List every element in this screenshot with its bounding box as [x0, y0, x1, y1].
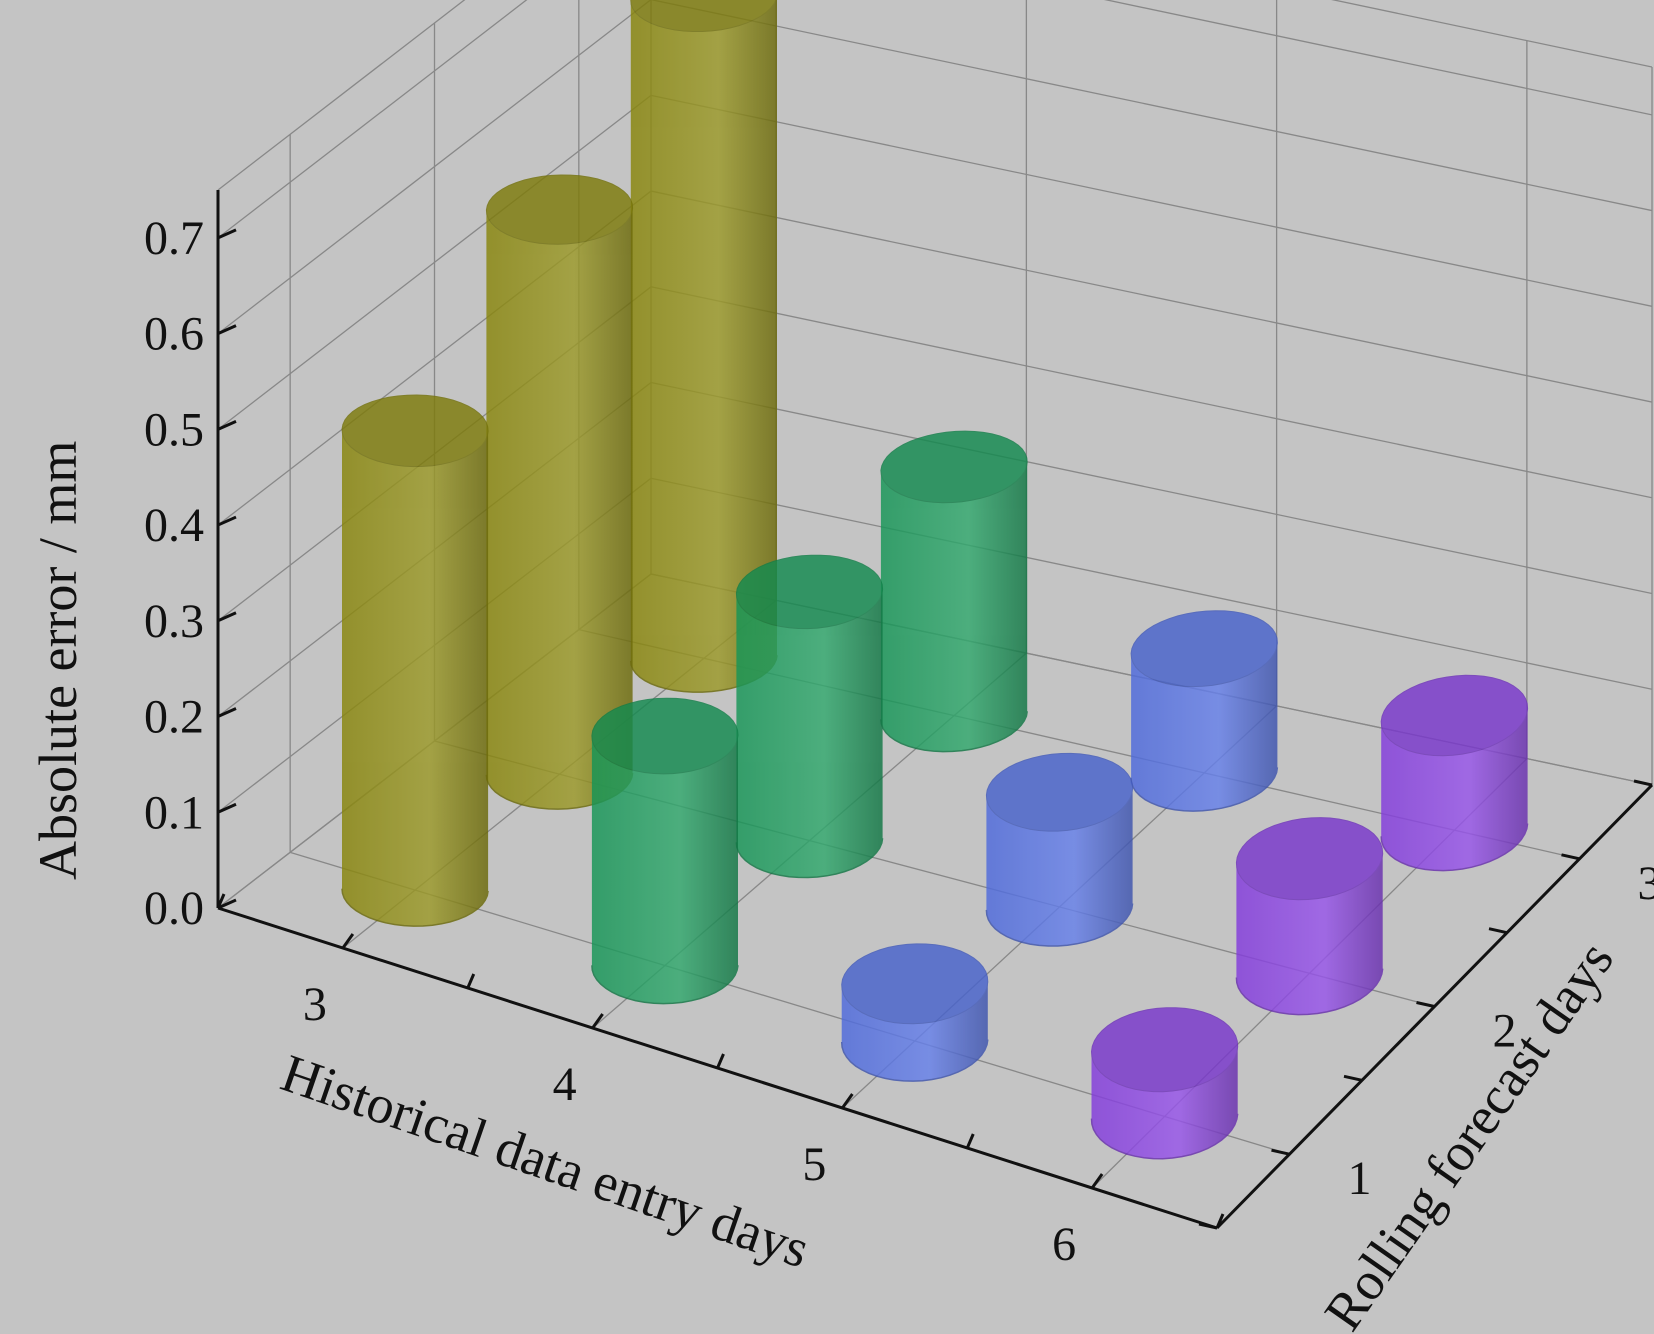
- z-axis-title: Absolute error / mm: [28, 441, 88, 880]
- z-tick-label: 0.2: [144, 691, 204, 744]
- z-tick-label: 0.4: [144, 499, 204, 552]
- cylinder-top: [1380, 674, 1529, 757]
- x-tick-mark: [1090, 1173, 1104, 1189]
- z-tick-mark: [217, 611, 237, 623]
- cylinder-top: [1130, 610, 1278, 688]
- y-tick-mark: [1271, 1148, 1290, 1156]
- cylinder-bar: [1380, 674, 1529, 872]
- cylinder-bar: [1235, 817, 1384, 1016]
- cylinder-base-edge: [1130, 767, 1279, 812]
- z-tick-label: 0.5: [144, 403, 204, 456]
- cylinder-side: [1131, 643, 1278, 812]
- cylinder-side: [486, 208, 633, 810]
- z-tick-label: 0.0: [144, 882, 204, 935]
- cylinder-top: [985, 752, 1134, 832]
- y-tick-mark: [1416, 1001, 1435, 1008]
- cylinder-side: [880, 462, 1028, 752]
- cylinder-bar: [735, 554, 884, 879]
- x-tick-mark: [716, 1053, 725, 1069]
- back-wall-gridline: [1103, 0, 1653, 116]
- top-left-edge: [217, 0, 466, 191]
- y-tick-label: 1: [1348, 1152, 1372, 1205]
- z-tick-label: 0.6: [144, 308, 204, 361]
- back-wall-gridline: [650, 0, 1653, 212]
- z-tick-mark: [217, 802, 237, 814]
- cylinder-side: [591, 735, 738, 1004]
- cylinder-base-edge: [880, 711, 1028, 753]
- x-axis-title: Historical data entry days: [274, 1043, 817, 1280]
- cylinder-side: [342, 429, 489, 927]
- back-wall-gridline: [650, 381, 1653, 595]
- back-wall-gridline: [650, 190, 1653, 403]
- x-tick-mark: [591, 1013, 604, 1029]
- cylinder-base-edge: [1380, 823, 1529, 872]
- back-wall-gridline: [650, 94, 1653, 307]
- cylinder-top: [841, 943, 989, 1025]
- y-tick-label: 3: [1638, 857, 1654, 910]
- z-tick-mark: [217, 324, 237, 335]
- cylinder-top: [485, 174, 634, 245]
- cylinder-base-edge: [985, 903, 1134, 947]
- cylinder-bar: [341, 394, 489, 927]
- cylinder-top: [1235, 817, 1384, 901]
- cylinder-side: [630, 0, 777, 693]
- z-tick-mark: [217, 707, 237, 718]
- cylinder-bar: [591, 697, 739, 1005]
- cylinder-top: [880, 430, 1028, 504]
- cylinder-top: [591, 697, 739, 775]
- cylinder-top: [1090, 1007, 1239, 1093]
- z-tick-mark: [217, 898, 237, 910]
- cylinder-bar: [630, 0, 778, 693]
- cylinder-bar: [985, 752, 1134, 947]
- tick-labels: 0.0 0.1 0.2 0.3 0.4 0.5 0.6 0.7 3 4 5 6 1 2 3: [144, 212, 1654, 1271]
- x-tick-mark: [466, 973, 476, 989]
- cylinder-base-edge: [840, 1039, 989, 1082]
- cylinder-bars: [341, 0, 1529, 1160]
- cylinder-base-edge: [591, 965, 739, 1005]
- cylinder-base-edge: [1235, 968, 1384, 1016]
- z-tick-label: 0.7: [144, 212, 204, 265]
- x-tick-label: 4: [553, 1058, 577, 1111]
- back-wall-gridline: [650, 286, 1653, 499]
- cylinder-bar: [1090, 1007, 1239, 1160]
- cylinder-top: [735, 554, 884, 630]
- cylinder-bar: [840, 943, 989, 1082]
- z-tick-mark: [217, 419, 237, 431]
- z-tick-mark: [217, 515, 237, 527]
- cylinder-bar: [1130, 610, 1279, 812]
- cylinder-base-edge: [1090, 1113, 1239, 1160]
- back-wall-gridline: [650, 477, 1653, 690]
- y-tick-mark: [1561, 853, 1580, 861]
- y-tick-mark: [1343, 1074, 1363, 1082]
- cylinder-bar: [880, 430, 1028, 753]
- x-tick-mark: [841, 1093, 854, 1109]
- top-back-edge: [1330, 0, 1653, 68]
- x-tick-label: 5: [802, 1138, 826, 1191]
- cylinder-side: [736, 589, 883, 878]
- z-tick-label: 0.3: [144, 595, 204, 648]
- x-tick-mark: [1215, 1213, 1225, 1229]
- cylinder-base-edge: [341, 888, 489, 927]
- cylinder-top: [341, 394, 489, 468]
- y-tick-mark: [1633, 779, 1653, 787]
- z-tick-mark: [217, 228, 237, 240]
- x-tick-mark: [341, 933, 355, 949]
- x-tick-label: 6: [1052, 1218, 1076, 1271]
- cylinder-bar: [485, 174, 634, 810]
- x-tick-label: 3: [303, 978, 327, 1031]
- y-tick-mark: [1198, 1222, 1218, 1230]
- x-tick-mark: [965, 1133, 975, 1149]
- y-tick-mark: [1488, 927, 1508, 935]
- z-tick-label: 0.1: [144, 786, 204, 839]
- y-tick-label: 2: [1493, 1005, 1517, 1058]
- x-tick-mark: [216, 893, 226, 909]
- cylinder-base-edge: [735, 838, 884, 879]
- cylinder-top: [630, 0, 777, 32]
